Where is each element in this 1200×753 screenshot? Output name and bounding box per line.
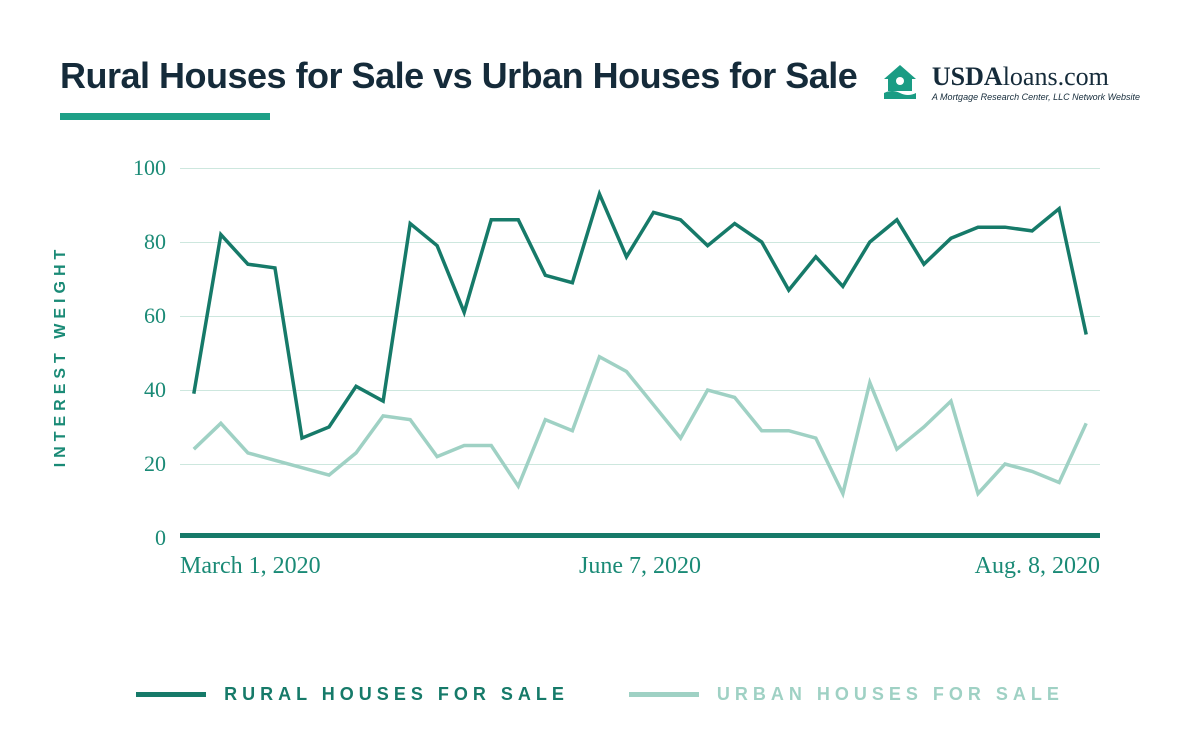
x-label-mid: June 7, 2020	[579, 553, 701, 580]
legend-item-urban: URBAN HOUSES FOR SALE	[629, 684, 1064, 705]
x-label-end: Aug. 8, 2020	[975, 553, 1100, 580]
title-underline	[60, 113, 270, 120]
legend-swatch-rural	[136, 692, 206, 697]
chart-title: Rural Houses for Sale vs Urban Houses fo…	[60, 55, 878, 97]
line-series-svg	[180, 168, 1100, 538]
logo: USDAloans.com A Mortgage Research Center…	[878, 61, 1140, 105]
chart: INTEREST WEIGHT 020406080100 March 1, 20…	[60, 168, 1140, 568]
y-tick: 100	[133, 155, 166, 181]
legend: RURAL HOUSES FOR SALE URBAN HOUSES FOR S…	[0, 684, 1200, 705]
series-line	[194, 357, 1086, 494]
logo-subtitle: A Mortgage Research Center, LLC Network …	[932, 92, 1140, 102]
legend-swatch-urban	[629, 692, 699, 697]
y-tick: 0	[155, 525, 166, 551]
title-block: Rural Houses for Sale vs Urban Houses fo…	[60, 55, 878, 120]
y-tick: 60	[144, 303, 166, 329]
x-label-start: March 1, 2020	[180, 553, 321, 580]
logo-text: USDAloans.com A Mortgage Research Center…	[932, 64, 1140, 102]
y-tick: 40	[144, 377, 166, 403]
logo-brand-bold: USDA	[932, 62, 1003, 91]
legend-item-rural: RURAL HOUSES FOR SALE	[136, 684, 569, 705]
house-logo-icon	[878, 61, 922, 105]
plot-area: 020406080100	[180, 168, 1100, 538]
y-tick: 80	[144, 229, 166, 255]
y-tick: 20	[144, 451, 166, 477]
legend-label-urban: URBAN HOUSES FOR SALE	[717, 684, 1064, 705]
y-axis-title: INTEREST WEIGHT	[52, 245, 70, 468]
logo-brand-rest: loans.com	[1003, 62, 1109, 91]
legend-label-rural: RURAL HOUSES FOR SALE	[224, 684, 569, 705]
header: Rural Houses for Sale vs Urban Houses fo…	[60, 55, 1140, 120]
